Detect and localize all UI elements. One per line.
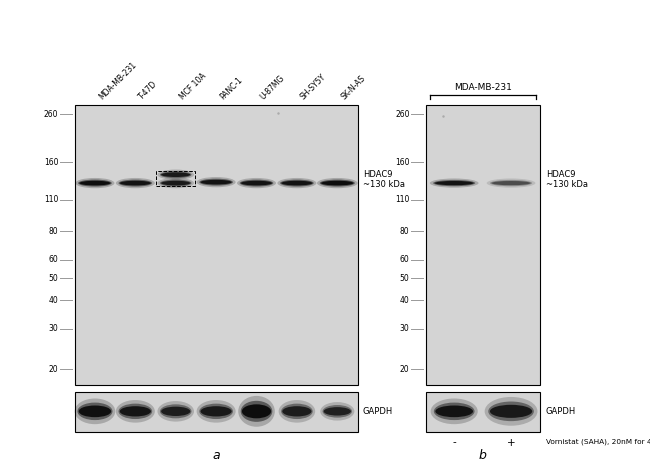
Ellipse shape xyxy=(78,180,112,187)
Text: 110: 110 xyxy=(395,195,410,204)
Text: 260: 260 xyxy=(395,110,410,119)
Bar xyxy=(426,392,540,432)
Ellipse shape xyxy=(490,405,532,418)
Ellipse shape xyxy=(240,180,274,187)
Ellipse shape xyxy=(237,178,276,188)
Ellipse shape xyxy=(200,406,231,417)
Ellipse shape xyxy=(490,180,532,186)
Text: U-87MG: U-87MG xyxy=(259,73,286,101)
Ellipse shape xyxy=(79,405,111,417)
Ellipse shape xyxy=(161,407,190,416)
Ellipse shape xyxy=(430,398,478,424)
Text: +: + xyxy=(507,438,515,447)
Bar xyxy=(156,171,195,186)
Bar xyxy=(75,105,358,385)
Text: MCF 10A: MCF 10A xyxy=(177,71,208,101)
Text: 30: 30 xyxy=(49,324,58,333)
Ellipse shape xyxy=(241,181,272,185)
Ellipse shape xyxy=(157,178,194,188)
Text: -: - xyxy=(452,438,456,447)
Text: PANC-1: PANC-1 xyxy=(218,75,244,101)
Text: MDA-MB-231: MDA-MB-231 xyxy=(454,84,512,92)
Ellipse shape xyxy=(488,402,534,421)
Ellipse shape xyxy=(160,180,192,187)
Text: 60: 60 xyxy=(49,255,58,264)
Ellipse shape xyxy=(434,403,474,420)
Ellipse shape xyxy=(160,171,192,178)
Ellipse shape xyxy=(79,181,110,185)
Ellipse shape xyxy=(75,178,114,188)
Ellipse shape xyxy=(161,181,190,185)
Ellipse shape xyxy=(279,400,315,423)
Text: 80: 80 xyxy=(400,227,410,236)
Text: 40: 40 xyxy=(400,296,410,305)
Ellipse shape xyxy=(157,401,194,422)
Text: SK-N-AS: SK-N-AS xyxy=(339,74,367,101)
Ellipse shape xyxy=(120,181,151,185)
Ellipse shape xyxy=(324,407,351,416)
Ellipse shape xyxy=(487,178,536,188)
Text: GAPDH: GAPDH xyxy=(363,407,393,416)
Text: HDAC9
~130 kDa: HDAC9 ~130 kDa xyxy=(546,170,588,189)
Text: 50: 50 xyxy=(49,274,58,283)
Ellipse shape xyxy=(435,181,474,185)
Text: T-47D: T-47D xyxy=(137,79,159,101)
Ellipse shape xyxy=(118,403,152,419)
Ellipse shape xyxy=(320,402,354,421)
Ellipse shape xyxy=(280,180,314,187)
Text: 110: 110 xyxy=(44,195,58,204)
Ellipse shape xyxy=(200,180,231,184)
Text: Vornistat (SAHA), 20nM for 48 hr: Vornistat (SAHA), 20nM for 48 hr xyxy=(546,438,650,445)
Ellipse shape xyxy=(196,400,235,423)
Ellipse shape xyxy=(321,181,354,185)
Ellipse shape xyxy=(281,403,313,419)
Ellipse shape xyxy=(200,403,233,419)
Ellipse shape xyxy=(281,181,313,185)
Text: b: b xyxy=(478,449,487,462)
Ellipse shape xyxy=(491,181,530,185)
Ellipse shape xyxy=(282,406,311,417)
Text: 50: 50 xyxy=(400,274,410,283)
Ellipse shape xyxy=(160,404,192,418)
Ellipse shape xyxy=(240,401,272,422)
Ellipse shape xyxy=(75,398,115,424)
Text: 30: 30 xyxy=(400,324,410,333)
Text: 160: 160 xyxy=(395,158,410,167)
Text: HDAC9
~130 kDa: HDAC9 ~130 kDa xyxy=(363,170,405,189)
Ellipse shape xyxy=(120,406,151,417)
Text: 60: 60 xyxy=(400,255,410,264)
Ellipse shape xyxy=(436,405,473,417)
Text: GAPDH: GAPDH xyxy=(546,407,577,416)
Text: 20: 20 xyxy=(400,365,410,374)
Text: 20: 20 xyxy=(49,365,58,374)
Ellipse shape xyxy=(278,178,317,188)
Ellipse shape xyxy=(430,178,478,188)
Ellipse shape xyxy=(239,396,275,427)
Ellipse shape xyxy=(485,397,538,426)
Ellipse shape xyxy=(433,180,475,186)
Text: 40: 40 xyxy=(49,296,58,305)
Ellipse shape xyxy=(118,180,152,187)
Ellipse shape xyxy=(322,405,352,417)
Ellipse shape xyxy=(116,400,155,423)
Bar xyxy=(426,105,540,385)
Text: 80: 80 xyxy=(49,227,58,236)
Ellipse shape xyxy=(116,178,155,188)
Text: MDA-MB-231: MDA-MB-231 xyxy=(97,60,138,101)
Text: a: a xyxy=(213,449,220,462)
Text: SH-SY5Y: SH-SY5Y xyxy=(299,72,328,101)
Ellipse shape xyxy=(242,404,271,418)
Ellipse shape xyxy=(77,403,112,420)
Ellipse shape xyxy=(320,180,355,187)
Bar xyxy=(75,392,358,432)
Ellipse shape xyxy=(196,177,235,187)
Ellipse shape xyxy=(161,172,190,177)
Ellipse shape xyxy=(157,170,194,180)
Ellipse shape xyxy=(317,178,358,188)
Text: 160: 160 xyxy=(44,158,58,167)
Ellipse shape xyxy=(200,179,233,186)
Text: 260: 260 xyxy=(44,110,58,119)
